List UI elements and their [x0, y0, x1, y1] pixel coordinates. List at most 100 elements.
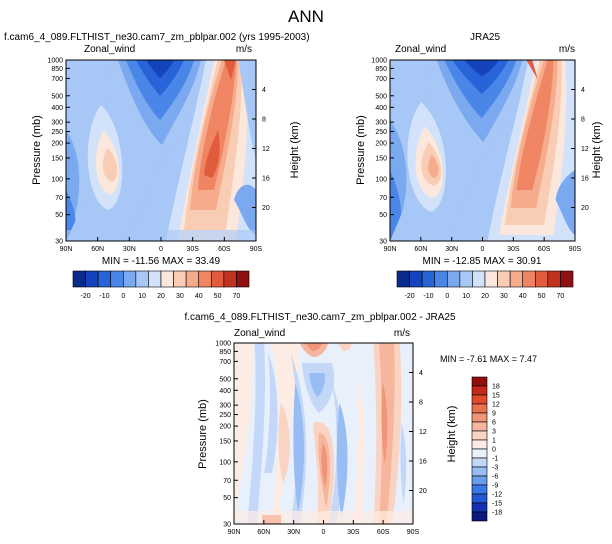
colorbar-label: 40 — [195, 293, 203, 300]
y-tick-label: 200 — [219, 424, 231, 431]
colorbar-cell — [497, 270, 511, 288]
x-tick-label: 90N — [60, 246, 73, 253]
colorbar-label: -10 — [423, 293, 433, 300]
colorbar-cell — [223, 270, 237, 288]
height-tick-label: 20 — [419, 488, 427, 495]
colorbar-label: 40 — [519, 293, 527, 300]
height-tick-label: 4 — [262, 87, 266, 94]
x-tick-label: 30N — [123, 246, 136, 253]
y-axis-label-right: Height (km) — [289, 122, 301, 179]
colorbar-label: -6 — [492, 474, 498, 481]
colorbar-cell — [409, 270, 423, 288]
colorbar-cell — [421, 270, 436, 288]
colorbar-label: -12 — [492, 492, 502, 499]
colorbar-label: 10 — [138, 293, 146, 300]
x-ticks: 90N 60N 30N 0 30S 60S 90S — [384, 237, 582, 253]
colorbar-cell — [471, 403, 488, 414]
contour-field — [234, 343, 413, 524]
y-tick-label: 1000 — [371, 58, 387, 65]
y-axis-label-right: Height (km) — [591, 122, 603, 179]
height-tick-label: 20 — [262, 205, 270, 212]
colorbar-cell — [471, 448, 488, 459]
y-tick-label: 300 — [375, 120, 387, 127]
colorbar-cell — [396, 270, 410, 288]
colorbar-label: -18 — [492, 510, 502, 517]
height-tick-label: 12 — [581, 146, 589, 153]
y-tick-label: 70 — [55, 195, 63, 202]
y-tick-label: 700 — [375, 76, 387, 83]
colorbar-label: -9 — [492, 483, 498, 490]
y-tick-label: 200 — [51, 141, 63, 148]
colorbar-cell — [471, 493, 488, 504]
x-tick-label: 90N — [384, 246, 397, 253]
colorbar-cell — [471, 475, 488, 486]
colorbar-label: 12 — [492, 402, 500, 409]
x-ticks: 90N 60N 30N 0 30S 60S 90S — [228, 520, 420, 536]
panel-model: f.cam6_4_089.FLTHIST_ne30.cam7_zm_pblpar… — [4, 32, 310, 300]
y-tick-label: 700 — [51, 76, 63, 83]
x-tick-label: 60S — [377, 529, 390, 536]
panel-title: f.cam6_4_089.FLTHIST_ne30.cam7_zm_pblpar… — [184, 312, 456, 323]
colorbar-cell — [471, 376, 488, 387]
colorbar-cell — [509, 270, 524, 288]
colorbar-cell — [471, 421, 488, 432]
y-tick-label: 850 — [375, 66, 387, 73]
colorbar-cell — [471, 457, 488, 468]
height-tick-label: 8 — [419, 399, 423, 406]
colorbar-label: -1 — [492, 456, 498, 463]
colorbar-cell — [72, 270, 86, 288]
y-tick-label: 400 — [375, 105, 387, 112]
colorbar-label: -3 — [492, 465, 498, 472]
x-tick-label: 0 — [322, 529, 326, 536]
colorbar-label: 50 — [538, 293, 546, 300]
height-tick-label: 12 — [262, 146, 270, 153]
colorbar-label: -10 — [99, 293, 109, 300]
colorbar-cell — [160, 270, 174, 288]
y-tick-label: 50 — [379, 212, 387, 219]
y-tick-label: 1000 — [215, 341, 231, 348]
x-tick-label: 60N — [91, 246, 104, 253]
height-tick-label: 4 — [419, 370, 423, 377]
x-tick-label: 60S — [538, 246, 551, 253]
y-tick-label: 100 — [375, 176, 387, 183]
colorbar-label: 9 — [492, 411, 496, 418]
colorbar-cell — [185, 270, 200, 288]
x-tick-label: 0 — [481, 246, 485, 253]
colorbar-label: -20 — [405, 293, 415, 300]
panel-title: f.cam6_4_089.FLTHIST_ne30.cam7_zm_pblpar… — [4, 32, 310, 43]
colorbar: -20 -10 0 10 20 30 40 50 70 — [396, 270, 574, 300]
colorbar-cell — [547, 270, 561, 288]
corner-label-left: Zonal_wind — [395, 44, 446, 55]
height-tick-label: 20 — [581, 205, 589, 212]
height-tick-label: 8 — [581, 116, 585, 123]
colorbar-cell — [471, 466, 488, 477]
y-axis-label: Pressure (mb) — [355, 115, 367, 185]
x-tick-label: 60N — [257, 529, 270, 536]
colorbar-label: 30 — [176, 293, 184, 300]
x-tick-label: 60S — [218, 246, 231, 253]
x-ticks: 90N 60N 30N 0 30S 60S 90S — [60, 237, 263, 253]
x-tick-label: 30S — [186, 246, 199, 253]
colorbar-label: 18 — [492, 384, 500, 391]
y-tick-label: 500 — [219, 376, 231, 383]
colorbar-cell — [484, 270, 498, 288]
colorbar-cell — [434, 270, 448, 288]
panel-obs: JRA25 Zonal_wind m/s — [355, 32, 603, 300]
corner-label-left: Zonal_wind — [84, 44, 135, 55]
colorbar: 18 15 12 9 6 3 1 0 -1 -3 -6 -9 -12 -15 -18 — [471, 376, 502, 522]
y-tick-label: 100 — [51, 176, 63, 183]
height-ticks: 20 16 12 8 4 — [252, 87, 270, 212]
y-tick-label: 30 — [55, 239, 63, 246]
colorbar-cell — [85, 270, 99, 288]
y-tick-label: 200 — [375, 141, 387, 148]
colorbar-label: 70 — [233, 293, 241, 300]
colorbar-label: 6 — [492, 420, 496, 427]
colorbar-cell — [471, 484, 488, 495]
x-tick-label: 90N — [228, 529, 241, 536]
colorbar-label: 3 — [492, 429, 496, 436]
colorbar-label: 15 — [492, 393, 500, 400]
corner-label-right: m/s — [394, 328, 410, 339]
